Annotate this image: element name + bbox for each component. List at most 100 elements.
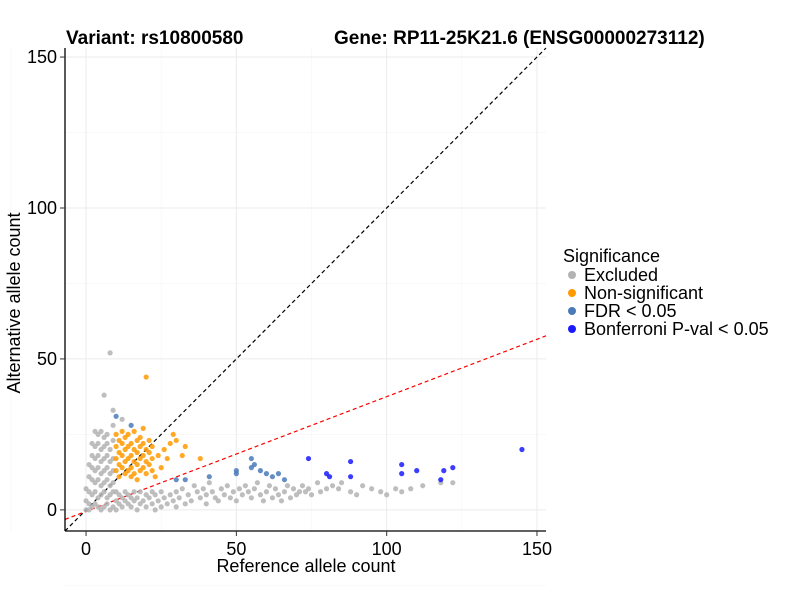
point-non-significant xyxy=(140,452,146,459)
point-excluded xyxy=(140,498,146,504)
point-bonferroni-p-val-0-05 xyxy=(438,477,444,483)
point-excluded xyxy=(131,489,137,495)
point-excluded xyxy=(137,489,143,495)
point-excluded xyxy=(203,492,209,498)
point-excluded xyxy=(378,489,384,495)
point-excluded xyxy=(110,480,116,486)
grid-lines xyxy=(10,48,546,586)
point-excluded xyxy=(206,480,212,486)
point-excluded xyxy=(218,486,224,492)
point-non-significant xyxy=(125,431,131,437)
identity-line xyxy=(64,47,547,532)
point-excluded xyxy=(179,486,185,492)
point-excluded xyxy=(197,495,203,501)
point-fdr-0-05 xyxy=(173,477,179,483)
point-non-significant xyxy=(140,425,146,431)
point-excluded xyxy=(110,437,116,444)
point-excluded xyxy=(284,483,291,489)
point-non-significant xyxy=(134,449,140,456)
legend-label: Bonferroni P-val < 0.05 xyxy=(584,319,769,339)
point-excluded xyxy=(260,498,267,504)
point-excluded xyxy=(408,486,414,492)
point-excluded xyxy=(347,489,354,495)
point-excluded xyxy=(233,498,239,504)
point-excluded xyxy=(152,507,158,513)
point-excluded xyxy=(92,489,98,495)
legend-label: FDR < 0.05 xyxy=(584,301,677,321)
point-fdr-0-05 xyxy=(263,471,270,477)
point-non-significant xyxy=(137,434,143,441)
point-non-significant xyxy=(113,468,119,474)
point-non-significant xyxy=(116,474,122,480)
point-excluded xyxy=(236,486,242,492)
point-bonferroni-p-val-0-05 xyxy=(347,474,354,480)
point-excluded xyxy=(95,440,101,447)
point-bonferroni-p-val-0-05 xyxy=(347,458,354,465)
point-non-significant xyxy=(131,471,137,477)
x-tick-label: 150 xyxy=(522,539,552,559)
point-excluded xyxy=(143,504,149,510)
legend-label: Non-significant xyxy=(584,283,703,303)
point-fdr-0-05 xyxy=(269,474,276,480)
axes: 0 50 100 150 0 50 100 150 xyxy=(27,47,552,559)
point-bonferroni-p-val-0-05 xyxy=(326,474,333,480)
point-excluded xyxy=(104,440,110,447)
point-excluded xyxy=(86,507,92,513)
point-excluded xyxy=(314,480,321,486)
point-excluded xyxy=(369,486,375,492)
point-excluded xyxy=(170,498,176,504)
point-non-significant xyxy=(125,443,131,450)
point-excluded xyxy=(101,489,107,495)
point-non-significant xyxy=(113,443,119,450)
point-non-significant xyxy=(119,428,125,434)
point-excluded xyxy=(95,452,101,459)
point-non-significant xyxy=(146,437,152,444)
point-excluded xyxy=(203,501,209,507)
point-excluded xyxy=(257,492,264,498)
chart-title-variant: Variant: rs10800580 xyxy=(66,28,243,49)
point-fdr-0-05 xyxy=(113,413,119,419)
point-excluded xyxy=(200,486,206,492)
point-bonferroni-p-val-0-05 xyxy=(414,468,420,474)
fit-line xyxy=(64,335,547,520)
y-tick-label: 0 xyxy=(47,500,57,520)
point-excluded xyxy=(239,492,245,498)
point-fdr-0-05 xyxy=(182,477,188,483)
point-excluded xyxy=(384,492,390,498)
y-tick-label: 100 xyxy=(27,198,57,218)
point-fdr-0-05 xyxy=(206,474,212,480)
point-excluded xyxy=(107,446,113,453)
point-non-significant xyxy=(158,465,164,471)
point-bonferroni-p-val-0-05 xyxy=(305,455,312,462)
point-excluded xyxy=(182,501,188,507)
point-excluded xyxy=(185,492,191,498)
point-fdr-0-05 xyxy=(251,461,257,468)
point-non-significant xyxy=(131,428,137,434)
point-excluded xyxy=(242,483,248,489)
point-excluded xyxy=(152,492,158,498)
point-excluded xyxy=(399,489,405,495)
point-excluded xyxy=(113,507,119,513)
point-excluded xyxy=(104,452,110,459)
point-non-significant xyxy=(143,374,149,380)
point-excluded xyxy=(167,492,173,498)
point-excluded xyxy=(164,501,170,507)
point-excluded xyxy=(296,489,303,495)
point-excluded xyxy=(104,501,110,507)
point-non-significant xyxy=(155,452,161,459)
x-tick-label: 0 xyxy=(81,539,91,559)
point-excluded xyxy=(221,492,227,498)
point-excluded xyxy=(281,489,288,495)
point-excluded xyxy=(308,492,315,498)
point-excluded xyxy=(101,392,107,398)
point-excluded xyxy=(290,486,297,492)
point-excluded xyxy=(191,483,197,489)
point-non-significant xyxy=(146,449,152,456)
point-fdr-0-05 xyxy=(257,468,264,474)
point-excluded xyxy=(98,428,104,434)
legend-key xyxy=(568,289,576,297)
legend-label: Excluded xyxy=(584,265,658,285)
point-non-significant xyxy=(146,461,152,468)
point-excluded xyxy=(95,465,101,471)
